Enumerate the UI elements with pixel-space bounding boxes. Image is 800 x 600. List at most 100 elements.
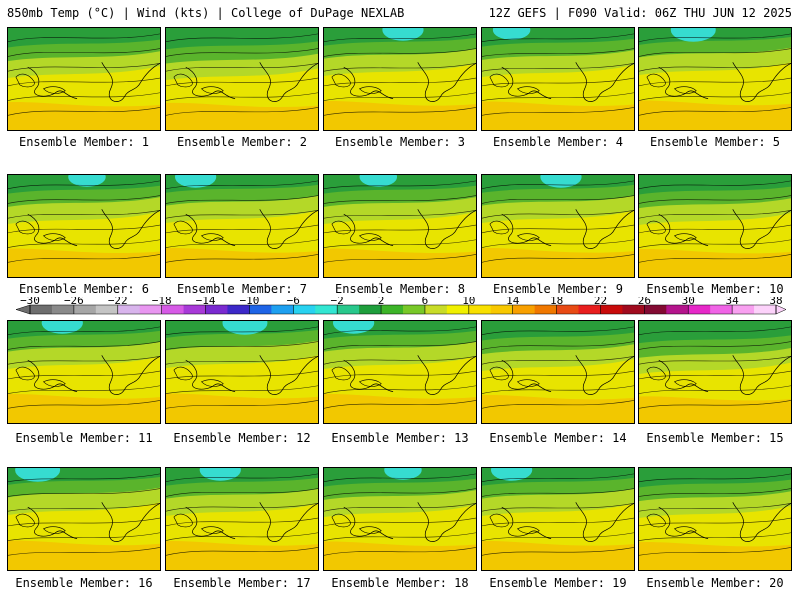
colorbar-tick-label: −6	[287, 297, 300, 307]
ensemble-map-panel	[7, 320, 161, 424]
ensemble-map-panel	[323, 467, 477, 571]
ensemble-map-panel	[638, 320, 792, 424]
colorbar-svg: −30 −26 −22 −18 −14 −10 −6 −2 2 6 10 14 18 22 26 30 34 38…	[15, 297, 787, 315]
ensemble-member-label: Ensemble Member: 10	[646, 282, 784, 296]
temperature-map	[639, 468, 791, 570]
ensemble-map-panel	[7, 467, 161, 571]
temperature-map	[482, 468, 634, 570]
colorbar-swatch	[732, 305, 755, 314]
colorbar-swatch	[359, 305, 382, 314]
colorbar-swatch	[644, 305, 667, 314]
colorbar-swatch	[30, 305, 53, 314]
ensemble-map-panel	[323, 320, 477, 424]
ensemble-map-panel	[323, 174, 477, 278]
colorbar-swatch	[293, 305, 316, 314]
colorbar-swatch	[446, 305, 470, 314]
colorbar-swatch	[139, 305, 163, 314]
colorbar-tick-label: 2	[378, 297, 385, 307]
colorbar-swatch	[468, 305, 492, 314]
ensemble-member-label: Ensemble Member: 19	[489, 576, 627, 590]
colorbar-swatch	[73, 305, 97, 314]
colorbar-tick-label: 34	[725, 297, 739, 307]
temperature-map	[482, 175, 634, 277]
ensemble-member-label: Ensemble Member: 9	[492, 282, 624, 296]
ensemble-member-label: Ensemble Member: 20	[646, 576, 784, 590]
ensemble-member-label: Ensemble Member: 8	[334, 282, 466, 296]
ensemble-map-panel	[481, 27, 635, 131]
temperature-map	[482, 28, 634, 130]
ensemble-member-label: Ensemble Member: 14	[489, 431, 627, 445]
colorbar-swatch	[710, 305, 733, 314]
ensemble-member-label: Ensemble Member: 7	[176, 282, 308, 296]
colorbar-swatch	[381, 305, 404, 314]
colorbar-swatch	[534, 305, 558, 314]
temperature-map	[482, 321, 634, 423]
temperature-map	[166, 468, 318, 570]
temperature-map	[8, 321, 160, 423]
colorbar-tick-label: −2	[331, 297, 344, 307]
colorbar-tick-label: 30	[682, 297, 695, 307]
colorbar-swatch	[227, 305, 250, 314]
temperature-map	[639, 28, 791, 130]
temperature-map	[166, 28, 318, 130]
colorbar-swatch	[249, 305, 272, 314]
colorbar-swatch	[688, 305, 711, 314]
ensemble-member-label: Ensemble Member: 3	[334, 135, 466, 149]
colorbar-tick-label: −30	[20, 297, 40, 307]
ensemble-map-panel	[638, 27, 792, 131]
colorbar-swatch	[117, 305, 141, 314]
colorbar-swatch	[161, 305, 185, 314]
ensemble-member-label: Ensemble Member: 5	[649, 135, 781, 149]
ensemble-member-label: Ensemble Member: 6	[18, 282, 150, 296]
colorbar-swatch	[622, 305, 645, 314]
ensemble-map-panel	[7, 174, 161, 278]
colorbar-swatch	[337, 305, 360, 314]
temperature-map	[324, 468, 476, 570]
colorbar-swatch	[271, 305, 294, 314]
ensemble-member-label: Ensemble Member: 13	[331, 431, 469, 445]
colorbar-tick-label: −22	[108, 297, 128, 307]
ensemble-map-panel	[165, 467, 319, 571]
temperature-map	[324, 28, 476, 130]
colorbar-swatch	[600, 305, 623, 314]
colorbar-swatch	[578, 305, 601, 314]
ensemble-map-panel	[7, 27, 161, 131]
colorbar-swatch	[51, 305, 75, 314]
colorbar-tick-label: 26	[638, 297, 651, 307]
ensemble-member-label: Ensemble Member: 2	[176, 135, 308, 149]
temperature-map	[324, 175, 476, 277]
ensemble-map-panel	[638, 174, 792, 278]
ensemble-map-panel	[481, 467, 635, 571]
colorbar-tick-label: −26	[64, 297, 84, 307]
colorbar-swatch	[95, 305, 119, 314]
ensemble-map-panel	[165, 174, 319, 278]
colorbar-swatch	[754, 305, 777, 314]
colorbar-tick-label: −10	[239, 297, 259, 307]
temperature-map	[8, 175, 160, 277]
chart-title: 850mb Temp (°C) | Wind (kts) | College o…	[7, 6, 405, 20]
colorbar-tick-label: 38	[769, 297, 782, 307]
colorbar-tick-label: 22	[594, 297, 607, 307]
temperature-map	[166, 321, 318, 423]
colorbar-swatch	[403, 305, 426, 314]
ensemble-map-panel	[481, 174, 635, 278]
temperature-map	[324, 321, 476, 423]
ensemble-member-label: Ensemble Member: 11	[15, 431, 153, 445]
temperature-map	[639, 321, 791, 423]
temperature-colorbar: −30 −26 −22 −18 −14 −10 −6 −2 2 6 10 14 18 22 26 30 34 38…	[0, 297, 800, 317]
temperature-map	[8, 28, 160, 130]
colorbar-swatch	[666, 305, 689, 314]
colorbar-tick-label: 18	[550, 297, 563, 307]
colorbar-tick-label: 14	[506, 297, 520, 307]
ensemble-member-label: Ensemble Member: 12	[173, 431, 311, 445]
ensemble-member-label: Ensemble Member: 1	[18, 135, 150, 149]
temperature-map	[166, 175, 318, 277]
colorbar-swatch	[556, 305, 580, 314]
ensemble-member-label: Ensemble Member: 17	[173, 576, 311, 590]
ensemble-map-panel	[165, 27, 319, 131]
run-info: 12Z GEFS | F090 Valid: 06Z THU JUN 12 20…	[488, 6, 792, 20]
colorbar-swatch	[490, 305, 514, 314]
ensemble-map-panel	[165, 320, 319, 424]
colorbar-swatch	[205, 305, 228, 314]
colorbar-tick-label: −18	[152, 297, 172, 307]
